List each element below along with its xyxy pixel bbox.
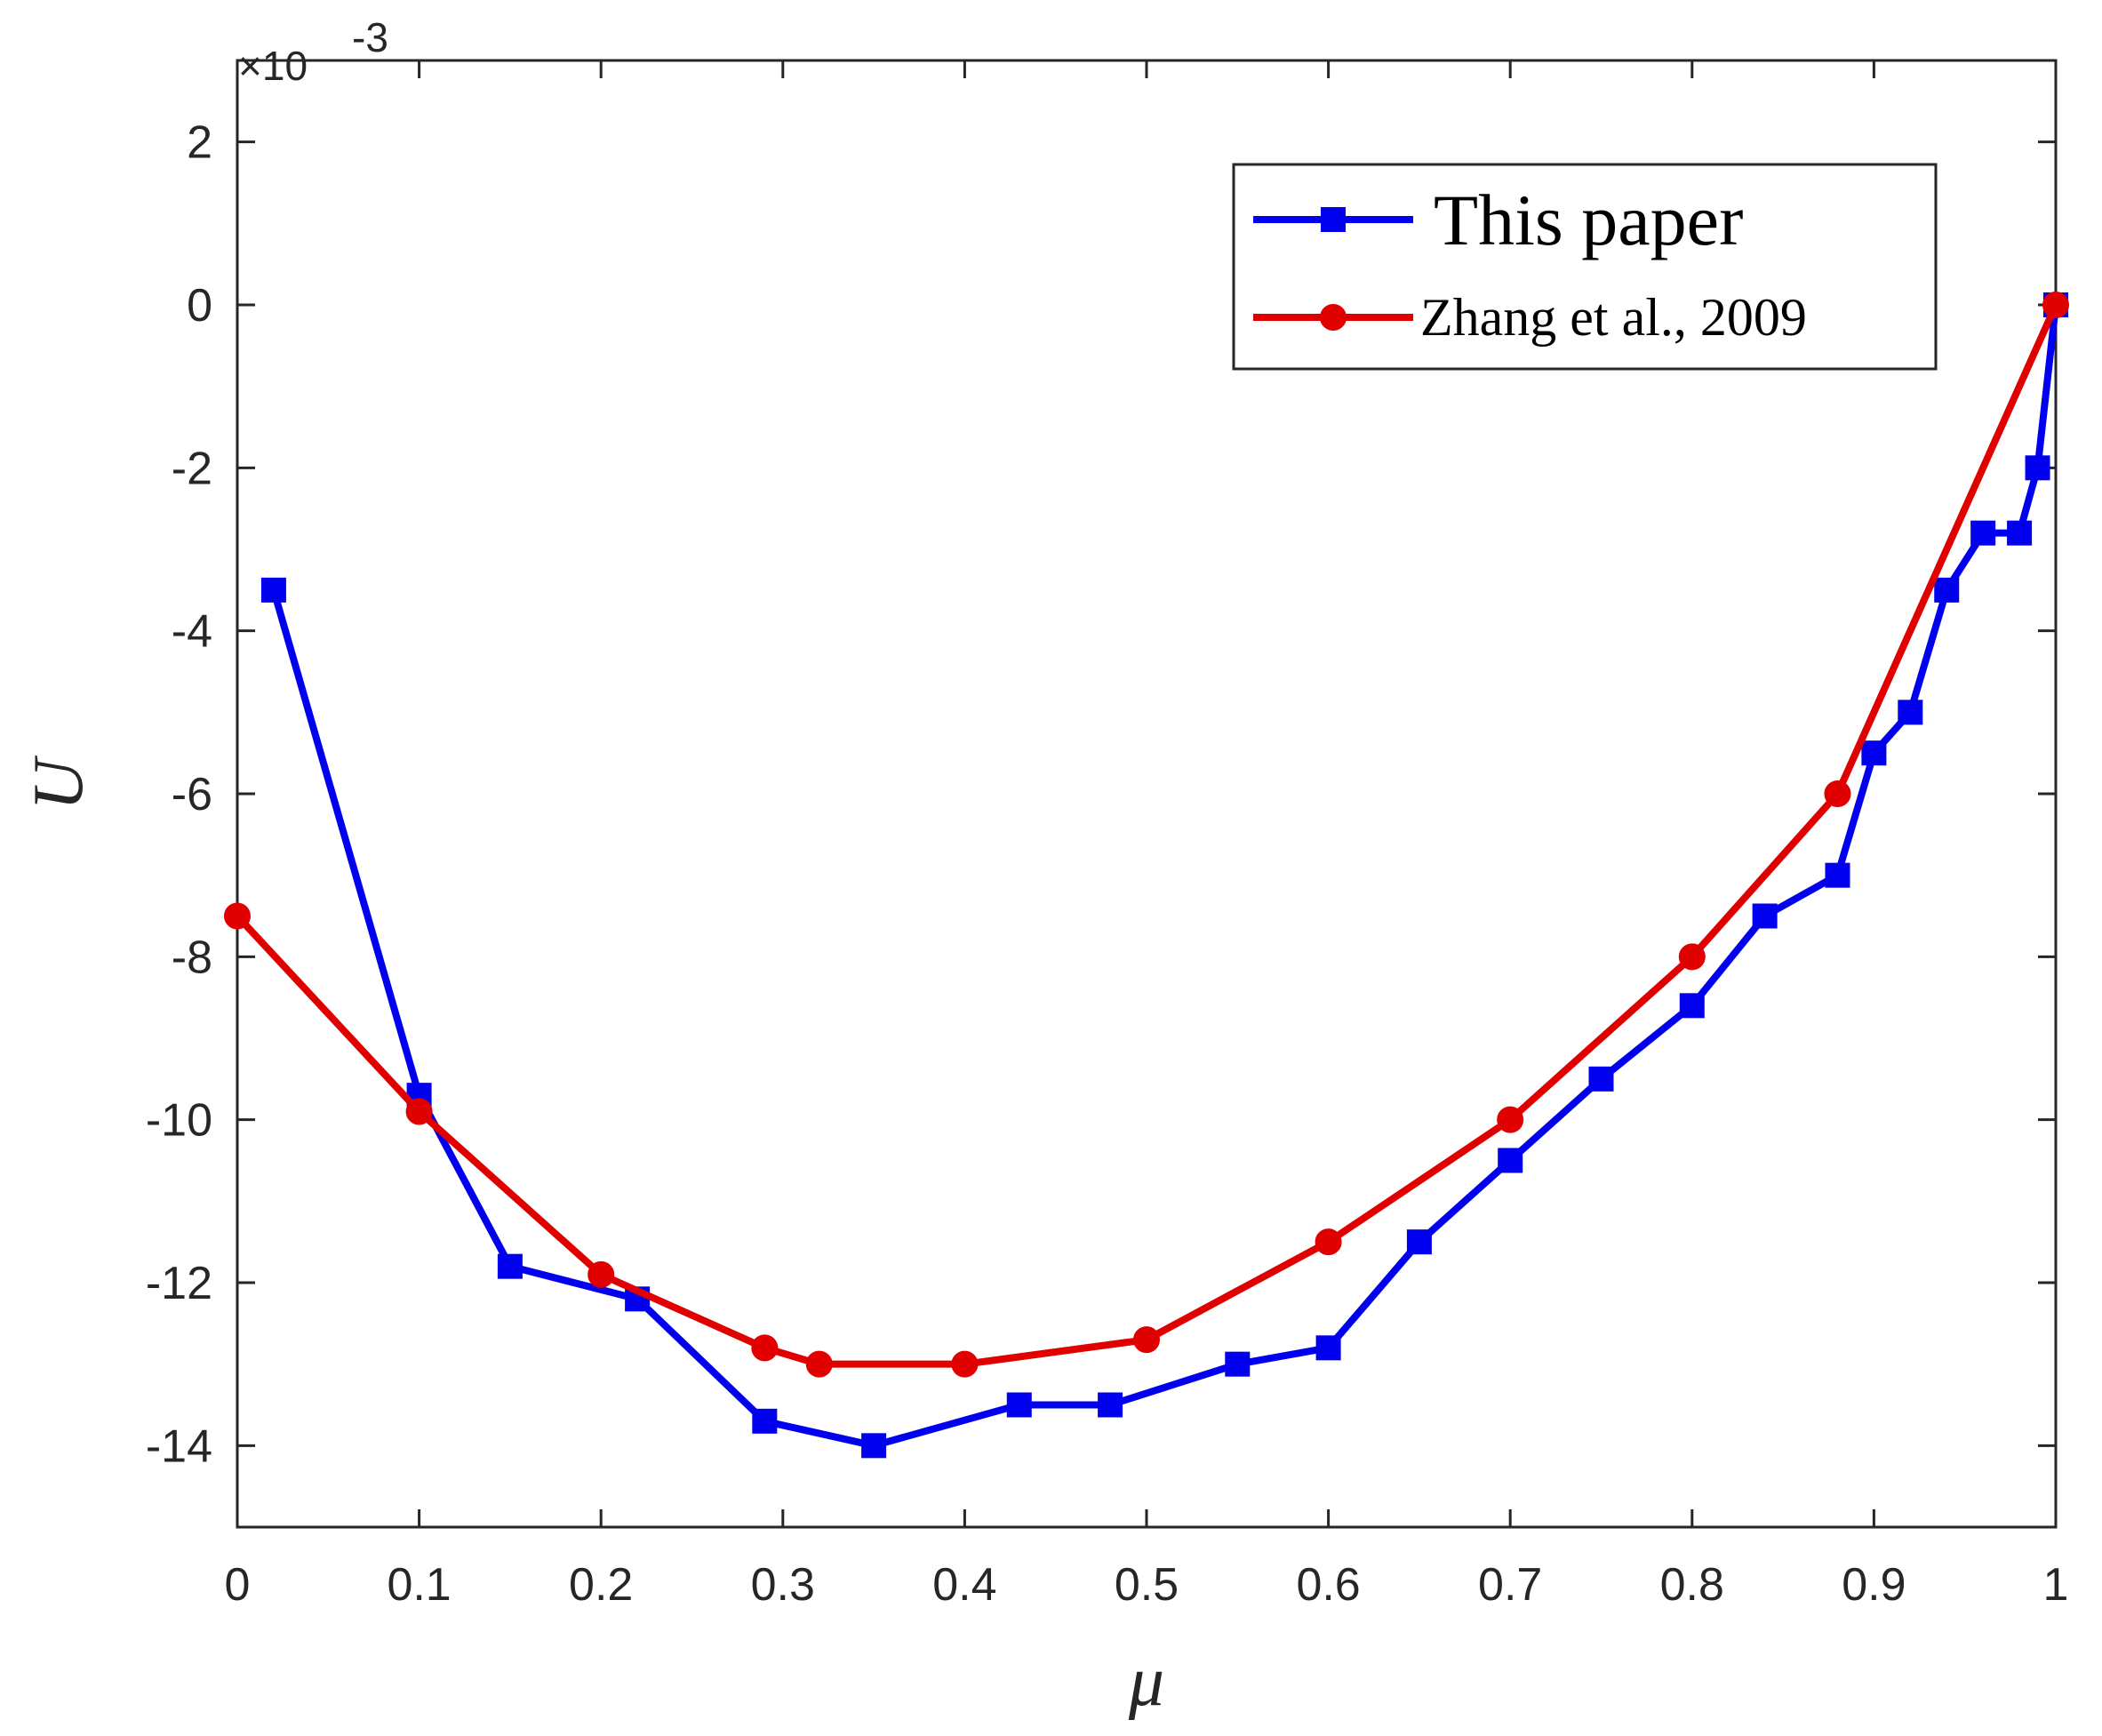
- y-scale-exponent: -3: [352, 14, 388, 60]
- data-point: [752, 1408, 778, 1434]
- data-point: [1315, 1228, 1342, 1256]
- data-point: [1498, 1148, 1523, 1173]
- data-point: [2025, 455, 2050, 481]
- data-point: [951, 1350, 979, 1378]
- y-tick-label: -4: [172, 606, 212, 658]
- legend: This paper Zhang et al., 2009: [1232, 163, 1938, 371]
- y-tick-label: 2: [187, 117, 212, 169]
- data-point: [1825, 862, 1850, 888]
- y-tick-label: -2: [172, 443, 212, 494]
- x-tick-label: 0.4: [932, 1559, 996, 1611]
- data-point: [1497, 1106, 1524, 1133]
- data-point: [1679, 993, 1705, 1019]
- x-tick-label: 0.5: [1115, 1559, 1179, 1611]
- x-tick-label: 0.6: [1296, 1559, 1360, 1611]
- y-tick-label: -12: [146, 1258, 212, 1309]
- data-point: [224, 902, 251, 930]
- x-axis-title: μ: [1128, 1643, 1164, 1721]
- y-tick-label: -10: [146, 1095, 212, 1147]
- data-point: [1315, 1335, 1341, 1361]
- y-tick-label: -8: [172, 932, 212, 983]
- y-axis-title: U: [20, 755, 98, 811]
- data-point: [1588, 1066, 1614, 1092]
- legend-marker: [1321, 207, 1346, 232]
- data-point: [1006, 1392, 1032, 1418]
- series-this-paper: [260, 292, 2068, 1459]
- x-tick-label: 1: [2043, 1559, 2069, 1611]
- series-group: [224, 292, 2069, 1459]
- legend-label: This paper: [1434, 180, 1743, 260]
- series-line: [234, 301, 2059, 1368]
- data-point: [260, 577, 286, 603]
- x-tick-label: 0.8: [1660, 1559, 1724, 1611]
- data-point: [405, 1098, 433, 1125]
- y-scale-label: ×10: [238, 43, 308, 89]
- data-point: [805, 1350, 833, 1378]
- y-tick-label: -14: [146, 1420, 212, 1472]
- data-point: [1861, 740, 1887, 766]
- data-point: [2042, 292, 2069, 318]
- data-point: [1225, 1351, 1251, 1377]
- data-point: [1934, 577, 1960, 603]
- data-point: [1970, 520, 1996, 546]
- x-tick-label: 0.1: [387, 1559, 451, 1611]
- data-point: [2007, 520, 2033, 546]
- legend-label: Zhang et al., 2009: [1420, 288, 1807, 347]
- series-zhang-2009: [224, 292, 2069, 1378]
- x-tick-label: 0.7: [1478, 1559, 1542, 1611]
- x-tick-label: 0.3: [751, 1559, 815, 1611]
- data-point: [1898, 700, 1923, 725]
- axes: 0 0.1 0.2 0.3 0.4 0.5 0.6 0.7 0.8 0.9 1 -14 -12 -10 -8…: [20, 14, 2068, 1721]
- y-tick-label: -6: [172, 769, 212, 820]
- data-point: [1098, 1392, 1123, 1418]
- data-point: [497, 1253, 523, 1279]
- data-point: [1824, 780, 1851, 807]
- x-tick-label: 0: [225, 1559, 251, 1611]
- data-point: [1678, 943, 1706, 971]
- legend-box: [1232, 163, 1938, 371]
- data-point: [861, 1433, 887, 1459]
- data-point: [587, 1260, 615, 1288]
- data-point: [1133, 1326, 1160, 1354]
- data-point: [1406, 1229, 1432, 1255]
- data-point: [1752, 903, 1778, 929]
- x-tick-label: 0.2: [569, 1559, 633, 1611]
- data-point: [751, 1334, 779, 1362]
- x-tick-label: 0.9: [1842, 1559, 1906, 1611]
- legend-marker: [1320, 304, 1347, 331]
- y-tick-label: 0: [187, 280, 212, 332]
